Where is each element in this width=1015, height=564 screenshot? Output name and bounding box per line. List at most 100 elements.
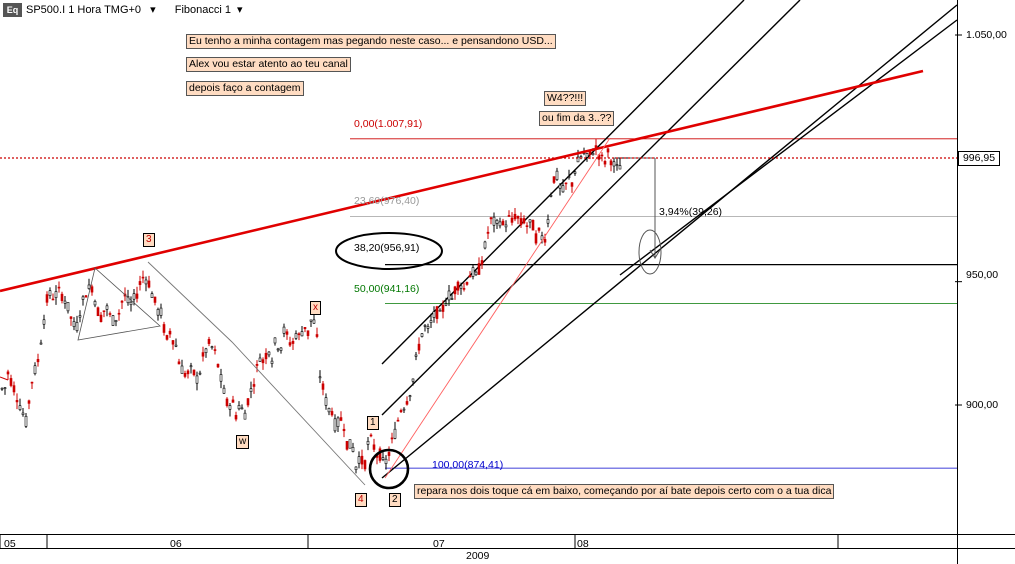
y-tick-900: 900,00 (966, 399, 999, 411)
wave-label-3[interactable]: 3 (143, 233, 155, 247)
note-w4[interactable]: W4??!!! (544, 91, 587, 106)
candle-body (498, 221, 502, 227)
wave-label-1[interactable]: 1 (367, 416, 379, 430)
candle-body (513, 213, 517, 220)
candle-body (171, 340, 175, 345)
candle-body (444, 303, 448, 306)
note-1[interactable]: Eu tenho a minha contagem mas pegando ne… (186, 34, 556, 49)
candle-body (516, 215, 520, 219)
candle-body (15, 400, 19, 403)
candle-body (210, 346, 214, 348)
candle-body (318, 376, 322, 379)
candle-body (537, 227, 541, 231)
candle-body (522, 218, 526, 224)
candle-body (57, 286, 61, 289)
candle-body (240, 407, 244, 410)
candle-body (105, 305, 109, 310)
candle-body (150, 293, 154, 298)
candle-body (243, 412, 247, 420)
candle-body (261, 359, 265, 364)
candle-body (618, 165, 622, 170)
candle-body (321, 383, 325, 390)
note-fim[interactable]: ou fim da 3..?? (539, 111, 615, 126)
candle-body (612, 161, 616, 167)
candle-body (276, 348, 280, 351)
candle-body (162, 324, 166, 333)
chart-header: SP500.I 1 Hora TMG+0 ▾ Fibonacci 1 ▾ (26, 3, 255, 16)
candle-body (0, 387, 4, 390)
grid (0, 34, 962, 548)
candle-body (483, 241, 487, 249)
candle-body (474, 271, 478, 276)
candle-body (225, 398, 229, 406)
candle-body (84, 295, 88, 298)
candle-body (426, 326, 430, 329)
candle-body (525, 225, 529, 227)
note-3[interactable]: depois faço a contagem (186, 81, 304, 96)
fib-label-0: 0,00(1.007,91) (354, 118, 423, 130)
candle-body (147, 280, 151, 288)
pitchfork-channels (381, 0, 958, 479)
candle-body (534, 233, 538, 244)
candle-body (408, 395, 412, 398)
candle-body (204, 348, 208, 353)
study-label: Fibonacci 1 (174, 4, 231, 16)
red-trendline (0, 69, 924, 293)
candle-body (54, 291, 58, 298)
candle-body (63, 300, 67, 304)
note-2[interactable]: Alex vou estar atento ao teu canal (186, 57, 351, 72)
candle-body (3, 387, 7, 389)
candle-body (402, 408, 406, 411)
candle-body (174, 344, 178, 347)
candle-body (99, 314, 103, 323)
candle-body (423, 325, 427, 327)
candle-body (555, 170, 559, 180)
candle-body (507, 215, 511, 217)
candle-body (21, 412, 25, 415)
wave-label-w[interactable]: w (236, 435, 250, 449)
wave-label-2[interactable]: 2 (389, 493, 401, 507)
candle-body (129, 301, 133, 306)
candle-body (216, 363, 220, 368)
candle-body (78, 315, 82, 318)
candle-body (117, 312, 121, 315)
candle-body (180, 365, 184, 374)
y-tick-1050: 1.050,00 (966, 29, 1007, 41)
candle-body (429, 320, 433, 323)
candle-body (30, 381, 34, 384)
candle-body (96, 307, 100, 317)
candle-body (144, 279, 148, 285)
candle-body (273, 337, 277, 344)
symbol-selector[interactable]: SP500.I 1 Hora TMG+0 ▾ (26, 4, 162, 16)
study-selector[interactable]: Fibonacci 1 ▾ (175, 4, 249, 16)
candle-body (27, 400, 31, 404)
candle-body (354, 466, 358, 471)
candle-body (360, 455, 364, 465)
candle-body (450, 298, 454, 300)
candle-body (345, 441, 349, 450)
candle-body (489, 217, 493, 220)
candle-body (90, 286, 94, 293)
candle-body (378, 448, 382, 461)
triangle-pattern (77, 267, 161, 341)
note-bottom[interactable]: repara nos dois toque cá em baixo, começ… (414, 484, 835, 499)
candle-body (486, 231, 490, 234)
candle-body (495, 219, 499, 224)
candle-body (111, 315, 115, 326)
candle-body (447, 290, 451, 301)
candle-body (348, 439, 352, 449)
wave-label-x[interactable]: x (310, 301, 321, 315)
price-candles (0, 138, 622, 474)
candle-body (135, 293, 139, 299)
candle-body (549, 195, 553, 197)
x-tick-07: 07 (433, 538, 445, 550)
candle-body (252, 384, 256, 387)
candle-body (42, 319, 46, 325)
current-price-badge: 996,95 (958, 151, 1000, 166)
candle-body (327, 408, 331, 413)
candle-body (87, 284, 91, 289)
candle-body (39, 342, 43, 345)
candle-body (153, 296, 157, 303)
wave-label-4[interactable]: 4 (355, 493, 367, 507)
